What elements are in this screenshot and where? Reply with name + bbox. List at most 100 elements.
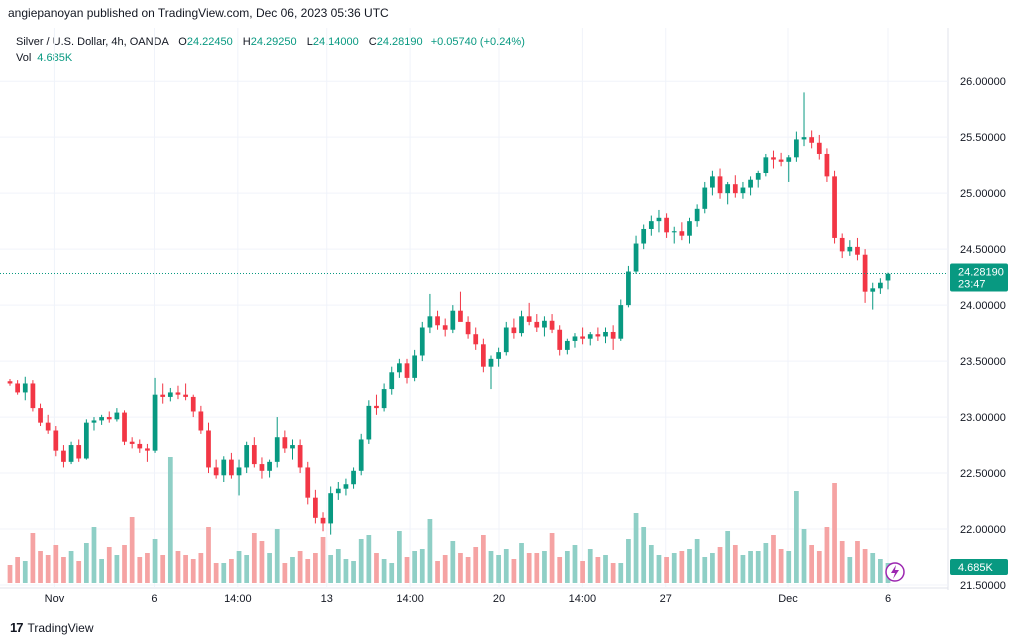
candles	[7, 92, 891, 535]
candle	[198, 405, 204, 434]
candle	[366, 400, 372, 444]
volume-bar	[511, 559, 517, 583]
candle-body	[717, 176, 723, 194]
volume-bar	[358, 539, 364, 583]
candle	[496, 347, 501, 367]
candle	[557, 325, 563, 356]
volume-bar	[564, 551, 570, 583]
high-label: H	[242, 36, 251, 48]
volume-bar	[397, 531, 402, 583]
candle	[694, 204, 700, 227]
candle	[542, 316, 547, 337]
candle	[76, 439, 82, 462]
price-axis[interactable]: 26.00000 25.50000 25.00000 24.50000 24.00000…	[885, 76, 1008, 592]
candle-body	[244, 445, 250, 468]
lightning-icon[interactable]	[885, 562, 905, 582]
candle	[45, 414, 51, 434]
candle-body	[855, 246, 860, 255]
candle-body	[534, 321, 540, 328]
candle-body	[511, 327, 517, 334]
high-value: 24.29250	[250, 36, 297, 48]
candle-body	[91, 420, 97, 423]
volume-bar	[702, 557, 708, 583]
candle-body	[320, 517, 326, 524]
volume-bar	[175, 551, 181, 583]
candle	[801, 92, 807, 147]
candle-body	[832, 176, 837, 238]
candle	[580, 327, 585, 345]
volume-bar	[549, 533, 555, 583]
volume-bar	[145, 553, 150, 583]
volume-bar	[839, 541, 845, 583]
candle	[519, 310, 524, 337]
volume-bar	[755, 551, 761, 583]
volume-bar	[389, 563, 395, 583]
candle-body	[610, 331, 616, 339]
candle	[427, 293, 433, 334]
candle-body	[526, 316, 532, 322]
candle-body	[572, 336, 578, 341]
time-axis[interactable]: Nov 6 14:00 13 14:00 20 14:00 27 Dec 6	[45, 593, 891, 605]
x-tick-label: 6	[151, 593, 157, 605]
y-tick-label: 25.00000	[960, 188, 1006, 200]
candle-body	[656, 217, 662, 222]
volume-bar	[832, 483, 837, 583]
candle	[725, 181, 731, 205]
countdown-text: 23:47	[958, 279, 986, 291]
candle	[229, 452, 234, 479]
candle	[732, 175, 738, 198]
volume-bar	[221, 563, 227, 583]
volume-bar	[30, 533, 36, 583]
candle	[83, 419, 89, 460]
candle-body	[358, 439, 364, 471]
candle	[794, 131, 799, 162]
candle	[313, 489, 318, 524]
candle-body	[885, 273, 891, 281]
candle	[549, 314, 555, 334]
volume-bar	[335, 549, 341, 583]
candle-body	[412, 355, 418, 378]
volume-bar	[465, 557, 471, 583]
candle	[870, 282, 876, 310]
volume-bar	[251, 533, 257, 583]
candle	[290, 439, 295, 460]
volume-bar	[404, 557, 410, 583]
candle-body	[801, 137, 807, 140]
volume-bar	[206, 527, 211, 583]
publisher-caption: angiepanoyan published on TradingView.co…	[8, 6, 389, 20]
candle-body	[137, 443, 143, 449]
volume-bar	[572, 545, 578, 583]
candle-body	[366, 405, 372, 440]
open-value: 24.22450	[186, 36, 233, 48]
candle	[167, 387, 173, 402]
candle	[175, 385, 181, 400]
candle	[832, 170, 837, 244]
volume-bar	[236, 551, 242, 583]
candle	[236, 459, 242, 496]
candle-body	[236, 467, 242, 476]
candle	[534, 314, 540, 332]
candle-body	[351, 470, 356, 485]
candle-body	[633, 243, 639, 272]
candle-body	[397, 363, 402, 373]
candle-body	[427, 316, 433, 328]
candle-body	[816, 142, 822, 154]
candle-body	[282, 437, 288, 449]
candle-body	[603, 331, 608, 337]
candle	[855, 237, 860, 261]
last-price-tag	[950, 263, 1008, 292]
candle-body	[183, 394, 188, 397]
candle	[572, 333, 578, 348]
volume-bar	[305, 559, 311, 583]
volume-bar	[778, 549, 784, 583]
candle	[152, 377, 158, 453]
volume-bar	[801, 529, 807, 583]
volume-bar	[526, 553, 532, 583]
volume-bar	[259, 541, 265, 583]
candle	[305, 461, 311, 505]
candle	[488, 355, 494, 390]
x-tick-label: 13	[321, 593, 333, 605]
candle	[15, 380, 21, 395]
volume-bar	[687, 549, 692, 583]
